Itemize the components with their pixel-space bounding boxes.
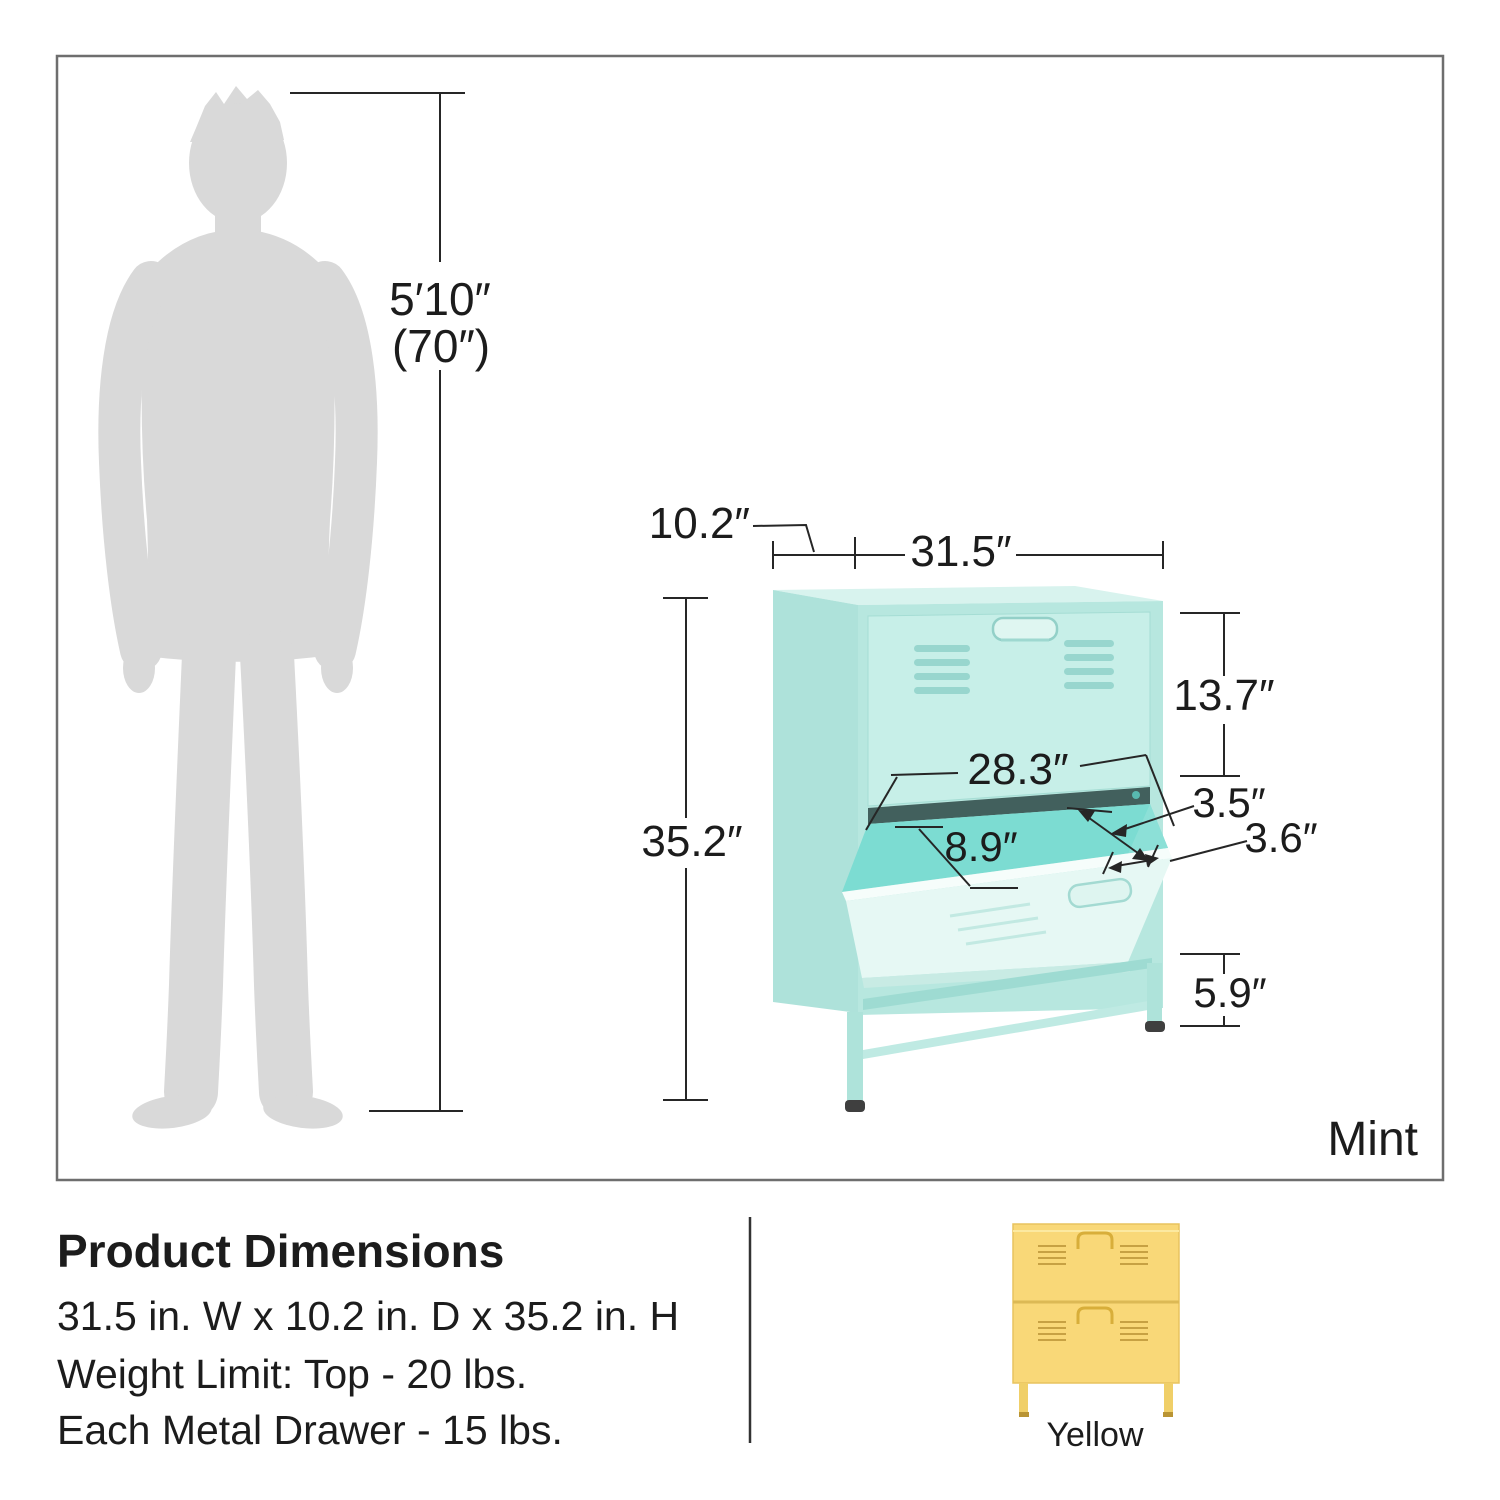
person-left-hand <box>123 643 155 693</box>
person-left-arm <box>98 261 172 671</box>
door-height-label: 13.7″ <box>1173 671 1274 720</box>
hinge-screw <box>1132 791 1140 799</box>
cabinet-left-foot <box>845 1100 865 1112</box>
shelf-gap-label: 3.5″ <box>1192 779 1265 826</box>
yellow-variant-label: Yellow <box>1046 1416 1143 1454</box>
yellow-left-foot <box>1019 1412 1029 1417</box>
person-right-arm <box>304 261 378 671</box>
details-size-line: 31.5 in. W x 10.2 in. D x 35.2 in. H <box>57 1293 679 1339</box>
cabinet-right-foot <box>1145 1021 1165 1032</box>
cabinet-top-face <box>773 586 1163 605</box>
stretcher-rail-upper <box>863 958 1152 1010</box>
person-height-feet-label: 5′10″ <box>389 273 491 325</box>
stretcher-rail-lower <box>863 1000 1154 1059</box>
interior-right-wall <box>1128 804 1168 854</box>
width-label: 31.5″ <box>910 527 1011 576</box>
height-label: 35.2″ <box>641 817 742 866</box>
person-height-dimension: 5′10″ (70″) <box>290 92 491 1112</box>
cabinet-dimensions: 10.2″ 31.5″ 35.2″ 13.7″ 28.3″ 8.9″ 3.5″ <box>641 499 1318 1101</box>
person-right-foot <box>263 1095 343 1129</box>
details-title: Product Dimensions <box>57 1225 504 1277</box>
cabinet-side-panel <box>773 590 858 1013</box>
person-right-hand <box>321 643 353 693</box>
door-handle <box>991 616 1059 642</box>
tray-bottom-fold <box>862 962 1130 988</box>
person-silhouette <box>98 86 378 1129</box>
leg-height-label: 5.9″ <box>1193 969 1266 1016</box>
cabinet-legs <box>845 958 1165 1112</box>
yellow-lower-handle <box>1076 1306 1114 1324</box>
details-section: Product Dimensions 31.5 in. W x 10.2 in.… <box>57 1217 752 1453</box>
yellow-right-leg <box>1164 1383 1173 1414</box>
yellow-right-foot <box>1163 1412 1173 1417</box>
person-torso <box>141 229 335 662</box>
cabinet-right-leg <box>1147 963 1162 1025</box>
details-weight-line2: Each Metal Drawer - 15 lbs. <box>57 1407 563 1453</box>
person-head <box>189 103 287 223</box>
tray-depth-label: 8.9″ <box>944 823 1017 870</box>
front-edge-label: 3.6″ <box>1244 814 1317 861</box>
yellow-left-leg <box>1019 1383 1028 1414</box>
person-height-inches-label: (70″) <box>392 320 490 372</box>
yellow-upper-vents <box>1038 1245 1148 1265</box>
mint-cabinet <box>773 586 1172 1112</box>
door-vent-grille-right <box>1064 640 1114 689</box>
yellow-upper-handle <box>1076 1231 1114 1249</box>
tray-lip <box>842 848 1172 901</box>
cabinet-left-leg <box>847 1012 863 1104</box>
yellow-variant-swatch: Yellow <box>1012 1223 1180 1454</box>
details-weight-line1: Weight Limit: Top - 20 lbs. <box>57 1351 527 1397</box>
opening-width-label: 28.3″ <box>967 745 1068 794</box>
depth-label: 10.2″ <box>649 499 750 548</box>
person-left-leg <box>164 628 236 1119</box>
diagram-border <box>55 54 1445 1182</box>
color-name-label: Mint <box>1327 1113 1418 1166</box>
tray-handle <box>1067 877 1133 909</box>
person-left-foot <box>132 1095 212 1129</box>
door-vent-grille-left <box>914 645 970 694</box>
tray-vent-lines <box>949 902 1047 946</box>
yellow-lower-vents <box>1038 1321 1148 1341</box>
cabinet-slot <box>868 787 1150 824</box>
person-right-leg <box>240 628 313 1119</box>
